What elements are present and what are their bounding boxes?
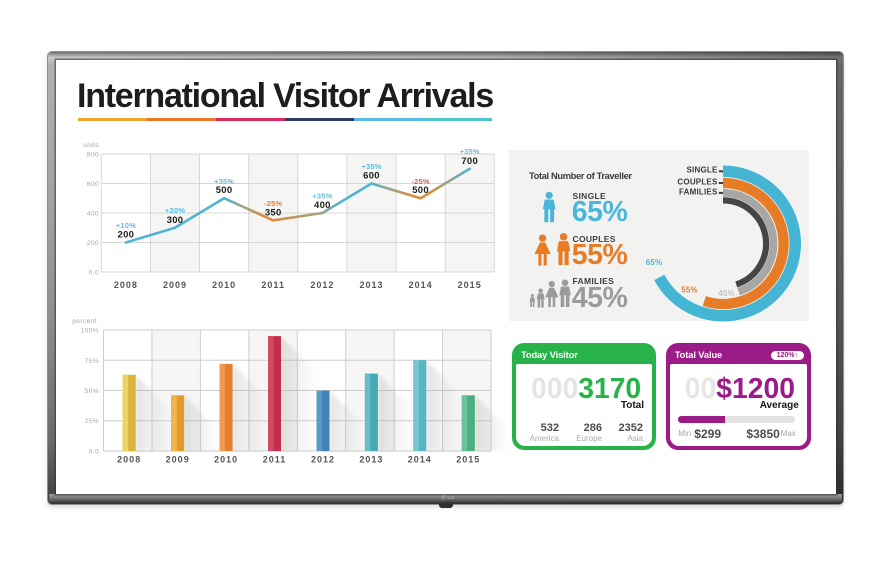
svg-text:2013: 2013 xyxy=(359,280,383,290)
svg-text:2013: 2013 xyxy=(359,455,383,465)
svg-text:2015: 2015 xyxy=(456,455,480,465)
svg-text:2008: 2008 xyxy=(114,280,138,290)
svg-text:2009: 2009 xyxy=(166,455,190,465)
svg-text:-25%: -25% xyxy=(411,177,429,186)
svg-text:2011: 2011 xyxy=(263,455,287,465)
svg-text:25%: 25% xyxy=(84,418,99,425)
svg-text:2012: 2012 xyxy=(310,280,334,290)
svg-text:2015: 2015 xyxy=(458,280,482,290)
svg-text:+35%: +35% xyxy=(312,192,332,201)
svg-text:600: 600 xyxy=(363,171,380,182)
svg-text:2014: 2014 xyxy=(409,280,433,290)
svg-text:+35%: +35% xyxy=(214,177,234,186)
svg-text:COUPLES: COUPLES xyxy=(677,177,718,186)
svg-text:500: 500 xyxy=(216,185,233,196)
svg-text:percent: percent xyxy=(72,318,97,325)
svg-text:2011: 2011 xyxy=(261,280,285,290)
svg-text:+35%: +35% xyxy=(460,147,480,156)
svg-text:2012: 2012 xyxy=(311,455,335,465)
svg-text:2010: 2010 xyxy=(212,280,236,290)
svg-text:350: 350 xyxy=(265,207,282,218)
svg-text:400: 400 xyxy=(87,211,99,218)
svg-text:+20%: +20% xyxy=(165,206,185,215)
svg-text:65%: 65% xyxy=(646,258,663,267)
svg-text:2014: 2014 xyxy=(408,455,432,465)
svg-text:55%: 55% xyxy=(681,286,698,295)
svg-text:45%: 45% xyxy=(718,289,735,298)
svg-text:800: 800 xyxy=(87,152,99,159)
svg-text:50%: 50% xyxy=(84,388,99,395)
svg-text:SINGLE: SINGLE xyxy=(687,166,718,175)
svg-text:-25%: -25% xyxy=(264,199,282,208)
svg-text:200: 200 xyxy=(118,230,135,241)
svg-text:600: 600 xyxy=(87,181,99,188)
svg-text:100%: 100% xyxy=(80,328,99,335)
svg-text:units: units xyxy=(83,142,99,149)
svg-text:+35%: +35% xyxy=(361,162,381,171)
svg-text:400: 400 xyxy=(314,200,331,211)
svg-text:300: 300 xyxy=(167,215,184,226)
svg-text:0.0: 0.0 xyxy=(89,270,99,277)
svg-text:2008: 2008 xyxy=(117,455,141,465)
svg-text:2010: 2010 xyxy=(214,455,238,465)
svg-text:FAMILIES: FAMILIES xyxy=(679,187,718,196)
svg-text:0.0: 0.0 xyxy=(89,449,99,456)
svg-text:500: 500 xyxy=(412,185,429,196)
svg-text:700: 700 xyxy=(461,156,478,167)
svg-text:2009: 2009 xyxy=(163,280,187,290)
svg-text:+10%: +10% xyxy=(116,221,136,230)
svg-text:75%: 75% xyxy=(84,358,99,365)
svg-text:200: 200 xyxy=(87,240,99,247)
